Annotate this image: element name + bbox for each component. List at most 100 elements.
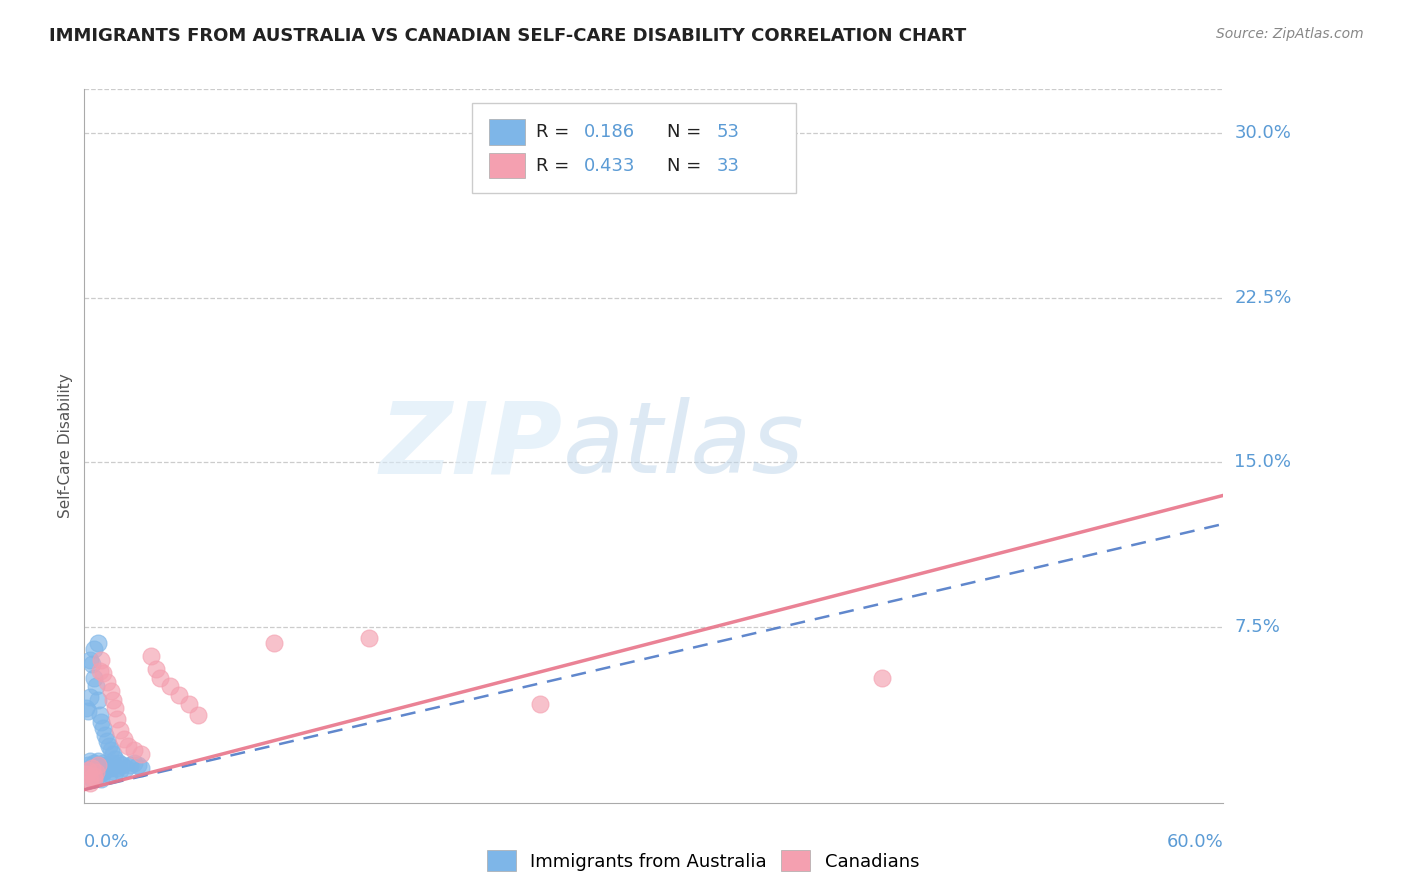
Text: 15.0%: 15.0% — [1234, 453, 1291, 472]
Point — [79, 772, 101, 786]
Point — [89, 664, 111, 678]
Y-axis label: Self-Care Disability: Self-Care Disability — [58, 374, 73, 518]
Point — [86, 763, 108, 777]
Text: IMMIGRANTS FROM AUSTRALIA VS CANADIAN SELF-CARE DISABILITY CORRELATION CHART: IMMIGRANTS FROM AUSTRALIA VS CANADIAN SE… — [49, 27, 966, 45]
Point — [84, 761, 107, 775]
Point — [84, 769, 107, 783]
Point — [131, 761, 153, 775]
Text: 7.5%: 7.5% — [1234, 618, 1281, 636]
Point — [145, 662, 167, 676]
Point — [86, 635, 108, 649]
Point — [93, 666, 115, 681]
Text: R =: R = — [537, 123, 575, 141]
Point — [870, 671, 893, 685]
Text: R =: R = — [537, 157, 575, 175]
Point — [79, 765, 101, 780]
Point — [117, 739, 139, 753]
Point — [90, 772, 112, 786]
Point — [104, 765, 127, 780]
Point — [80, 761, 103, 775]
Text: 0.186: 0.186 — [585, 123, 636, 141]
FancyBboxPatch shape — [471, 103, 796, 193]
Text: 30.0%: 30.0% — [1234, 124, 1291, 142]
Point — [110, 763, 132, 777]
Point — [93, 721, 115, 735]
Point — [75, 767, 97, 781]
Point — [77, 758, 100, 772]
Point — [79, 776, 101, 790]
Point — [77, 767, 100, 781]
Point — [159, 680, 181, 694]
Point — [105, 712, 128, 726]
Point — [79, 653, 101, 667]
Point — [118, 758, 141, 772]
Text: 22.5%: 22.5% — [1234, 289, 1292, 307]
Legend: Immigrants from Australia, Canadians: Immigrants from Australia, Canadians — [479, 843, 927, 879]
Point — [83, 671, 105, 685]
Point — [90, 714, 112, 729]
Point — [100, 743, 122, 757]
Point — [79, 690, 101, 705]
Point — [77, 704, 100, 718]
Point — [98, 739, 121, 753]
Point — [359, 631, 381, 645]
Point — [86, 754, 108, 768]
Point — [90, 761, 112, 775]
Point — [80, 657, 103, 672]
Point — [83, 756, 105, 771]
Point — [177, 697, 200, 711]
Point — [122, 756, 145, 771]
Point — [110, 723, 132, 738]
Point — [86, 692, 108, 706]
Point — [187, 708, 209, 723]
FancyBboxPatch shape — [489, 153, 524, 178]
Text: 0.0%: 0.0% — [84, 833, 129, 851]
Point — [122, 743, 145, 757]
Point — [96, 675, 118, 690]
Text: 33: 33 — [717, 157, 740, 175]
Point — [93, 756, 115, 771]
Point — [105, 761, 128, 775]
Point — [131, 747, 153, 762]
Point — [93, 765, 115, 780]
FancyBboxPatch shape — [489, 120, 524, 145]
Point — [529, 697, 551, 711]
Point — [83, 642, 105, 657]
Point — [83, 769, 105, 783]
Point — [104, 752, 127, 766]
Point — [169, 688, 191, 702]
Point — [84, 765, 107, 780]
Point — [101, 747, 124, 762]
Point — [100, 683, 122, 698]
Point — [127, 758, 149, 772]
Point — [94, 728, 117, 742]
Text: Source: ZipAtlas.com: Source: ZipAtlas.com — [1216, 27, 1364, 41]
Point — [79, 754, 101, 768]
Point — [86, 758, 108, 772]
Point — [94, 763, 117, 777]
Point — [89, 758, 111, 772]
Point — [111, 758, 134, 772]
Text: 53: 53 — [717, 123, 740, 141]
Point — [89, 767, 111, 781]
Text: 60.0%: 60.0% — [1167, 833, 1223, 851]
Text: 0.433: 0.433 — [585, 157, 636, 175]
Point — [83, 763, 105, 777]
Point — [84, 680, 107, 694]
Point — [149, 671, 172, 685]
Point — [112, 732, 135, 747]
Point — [89, 708, 111, 723]
Point — [263, 635, 285, 649]
Point — [101, 756, 124, 771]
Point — [75, 701, 97, 715]
Text: ZIP: ZIP — [380, 398, 562, 494]
Point — [101, 692, 124, 706]
Point — [83, 772, 105, 786]
Point — [75, 763, 97, 777]
Point — [139, 648, 162, 663]
Point — [96, 758, 118, 772]
Point — [107, 756, 129, 771]
Point — [90, 653, 112, 667]
Point — [104, 701, 127, 715]
Point — [98, 767, 121, 781]
